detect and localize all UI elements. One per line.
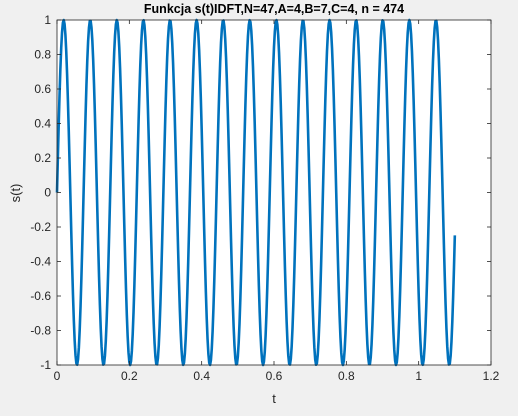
x-tick-label: 0.2 — [121, 369, 138, 383]
y-tick-label: -0.6 — [30, 289, 51, 303]
series-layer — [55, 18, 457, 367]
y-axis: 1 0.8 0.6 0.4 0.2 0 -0.2 -0.4 -0.6 -0.8 -1 — [30, 13, 491, 372]
y-axis-label: s(t) — [8, 184, 23, 203]
series-line — [55, 18, 457, 367]
y-tick-label: -1 — [40, 358, 51, 372]
x-axis-label: t — [272, 391, 276, 406]
y-tick-label: 0.4 — [34, 117, 51, 131]
x-tick-label: 0.4 — [193, 369, 210, 383]
y-tick-label: -0.8 — [30, 324, 51, 338]
x-tick-label: 0.8 — [338, 369, 355, 383]
x-axis: 0 0.2 0.4 0.6 0.8 1 1.2 — [54, 20, 500, 383]
y-tick-label: 0.8 — [34, 48, 51, 62]
y-tick-label: 0.2 — [34, 151, 51, 165]
x-tick-label: 0 — [54, 369, 61, 383]
y-tick-label: 1 — [44, 13, 51, 27]
y-tick-label: -0.4 — [30, 255, 51, 269]
y-tick-label: 0.6 — [34, 82, 51, 96]
x-tick-label: 1.2 — [483, 369, 500, 383]
y-tick-label: -0.2 — [30, 220, 51, 234]
chart-title: Funkcja s(t)IDFT,N=47,A=4,B=7,C=4, n = 4… — [144, 2, 404, 16]
y-tick-label: 0 — [44, 186, 51, 200]
x-tick-label: 1 — [415, 369, 422, 383]
x-tick-label: 0.6 — [266, 369, 283, 383]
